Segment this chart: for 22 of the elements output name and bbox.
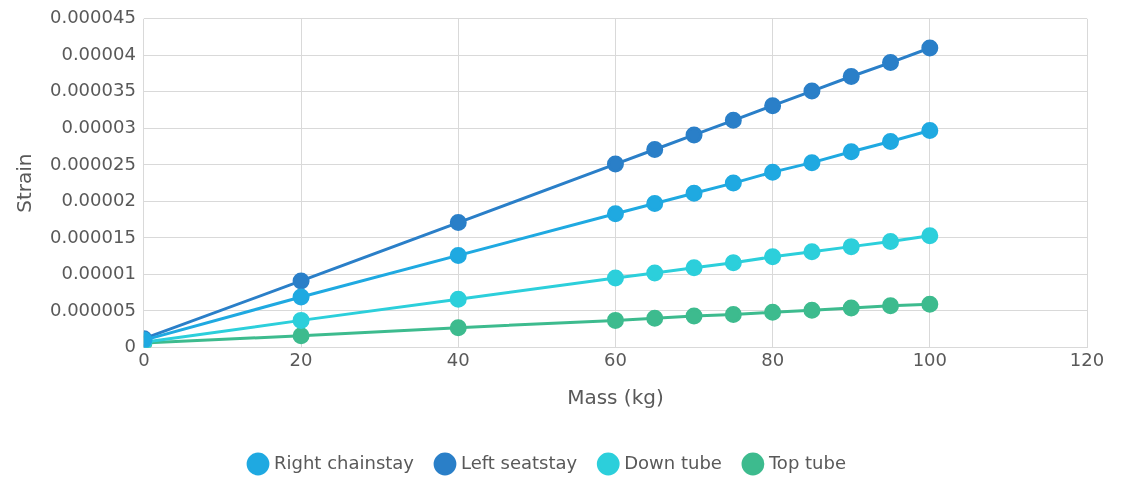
y-tick-label: 0.00003 bbox=[61, 116, 136, 138]
y-tick-label: 0.000015 bbox=[50, 225, 136, 247]
y-tick-label: 0.000035 bbox=[50, 79, 136, 101]
x-tick-label: 80 bbox=[761, 348, 785, 370]
y-tick-label: 0.000045 bbox=[50, 6, 136, 28]
y-tick-label: 0.00004 bbox=[61, 42, 136, 64]
x-axis-title: Mass (kg) bbox=[567, 385, 664, 410]
y-tick-label: 0.00002 bbox=[61, 189, 136, 211]
x-tick-label: 0 bbox=[138, 348, 150, 370]
y-tick-label: 0.000025 bbox=[50, 152, 136, 174]
legend-label: Left seatstay bbox=[460, 451, 578, 473]
y-tick-label: 0.00001 bbox=[61, 262, 136, 284]
legend-label: Top tube bbox=[767, 451, 846, 473]
y-tick-label: 0.000005 bbox=[50, 298, 136, 320]
x-tick-label: 20 bbox=[289, 348, 313, 370]
x-tick-label: 40 bbox=[446, 348, 470, 370]
y-axis-title: Strain bbox=[12, 153, 37, 213]
legend-label: Right chainstay bbox=[274, 451, 415, 473]
x-tick-label: 100 bbox=[912, 348, 947, 370]
legend-label: Down tube bbox=[624, 451, 722, 473]
x-tick-label: 120 bbox=[1069, 348, 1105, 370]
x-tick-label: 60 bbox=[603, 348, 627, 370]
